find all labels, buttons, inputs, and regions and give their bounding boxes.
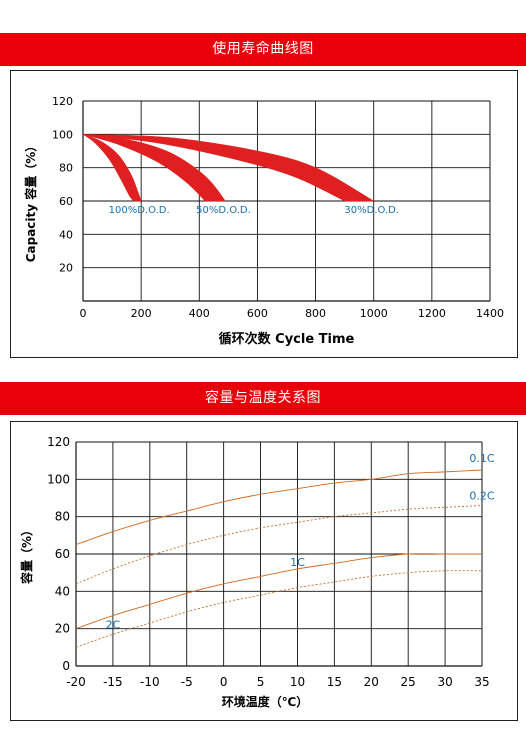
x-tick-label: 5 bbox=[257, 675, 265, 689]
x-tick-label: 20 bbox=[364, 675, 379, 689]
y-tick-label: 80 bbox=[55, 510, 70, 524]
dod-band-1 bbox=[82, 134, 226, 202]
y-tick-label: 40 bbox=[55, 584, 70, 598]
cycle-life-chart-title: 使用寿命曲线图 bbox=[0, 33, 526, 66]
x-tick-label: 400 bbox=[189, 307, 210, 320]
x-tick-label: -10 bbox=[140, 675, 160, 689]
y-axis-title: Capacity 容量（%） bbox=[23, 140, 38, 263]
x-tick-label: 1000 bbox=[360, 307, 388, 320]
x-tick-label: -5 bbox=[181, 675, 193, 689]
x-tick-label: 0 bbox=[220, 675, 228, 689]
capacity-temp-chart: -20 -15 -10 -5 0 5 10 15 20 25 30 35 0 20 40 60 80 100 120… bbox=[19, 435, 495, 709]
y-tick-label: 100 bbox=[47, 472, 70, 486]
x-tick-label: 10 bbox=[290, 675, 305, 689]
rate-series-label: 0.2C bbox=[469, 489, 494, 502]
x-tick-label: 35 bbox=[474, 675, 489, 689]
x-tick-label: 600 bbox=[247, 307, 268, 320]
x-tick-label: 1400 bbox=[476, 307, 504, 320]
x-tick-label: 15 bbox=[327, 675, 342, 689]
x-tick-label: -15 bbox=[103, 675, 123, 689]
y-tick-label: 120 bbox=[47, 435, 70, 449]
y-tick-label: 20 bbox=[55, 622, 70, 636]
x-tick-label: -20 bbox=[66, 675, 86, 689]
rate-series-label: 0.1C bbox=[469, 452, 494, 465]
rate-curve-1 bbox=[75, 505, 483, 585]
cycle-life-chart: 0 200 400 600 800 1000 1200 1400 20 40 60 80 100 120 1… bbox=[23, 95, 504, 347]
y-tick-label: 100 bbox=[52, 128, 73, 141]
rate-curve-2 bbox=[75, 553, 482, 630]
x-axis-title: 循环次数 Cycle Time bbox=[219, 331, 355, 347]
dod-series-label: 30%D.O.D. bbox=[344, 205, 399, 216]
rate-curve-0 bbox=[75, 469, 483, 546]
dod-band-0 bbox=[82, 134, 142, 202]
dod-band-2 bbox=[82, 134, 375, 202]
capacity-temp-chart-title: 容量与温度关系图 bbox=[0, 382, 526, 415]
x-tick-label: 0 bbox=[80, 307, 87, 320]
y-tick-label: 120 bbox=[52, 95, 73, 108]
y-axis-title: 容量（%） bbox=[19, 524, 34, 585]
y-tick-label: 0 bbox=[62, 659, 70, 673]
y-tick-label: 80 bbox=[59, 162, 73, 175]
cycle-life-chart-frame: 0 200 400 600 800 1000 1200 1400 20 40 60 80 100 120 1… bbox=[10, 70, 518, 358]
x-tick-label: 200 bbox=[131, 307, 152, 320]
x-tick-label: 800 bbox=[305, 307, 326, 320]
rate-curve-3 bbox=[75, 570, 483, 648]
x-tick-label: 30 bbox=[437, 675, 452, 689]
y-tick-label: 60 bbox=[59, 195, 73, 208]
rate-series-label: 2C bbox=[106, 618, 121, 631]
capacity-temp-chart-frame: -20 -15 -10 -5 0 5 10 15 20 25 30 35 0 20 40 60 80 100 120… bbox=[10, 421, 518, 721]
y-tick-label: 40 bbox=[59, 228, 73, 241]
x-axis-title: 环境温度（℃） bbox=[222, 694, 309, 709]
dod-series-label: 100%D.O.D. bbox=[109, 205, 170, 216]
rate-series-label: 1C bbox=[290, 556, 305, 569]
x-tick-label: 1200 bbox=[418, 307, 446, 320]
dod-series-label: 50%D.O.D. bbox=[196, 205, 251, 216]
y-tick-label: 60 bbox=[55, 547, 70, 561]
x-tick-label: 25 bbox=[401, 675, 416, 689]
y-tick-label: 20 bbox=[59, 262, 73, 275]
